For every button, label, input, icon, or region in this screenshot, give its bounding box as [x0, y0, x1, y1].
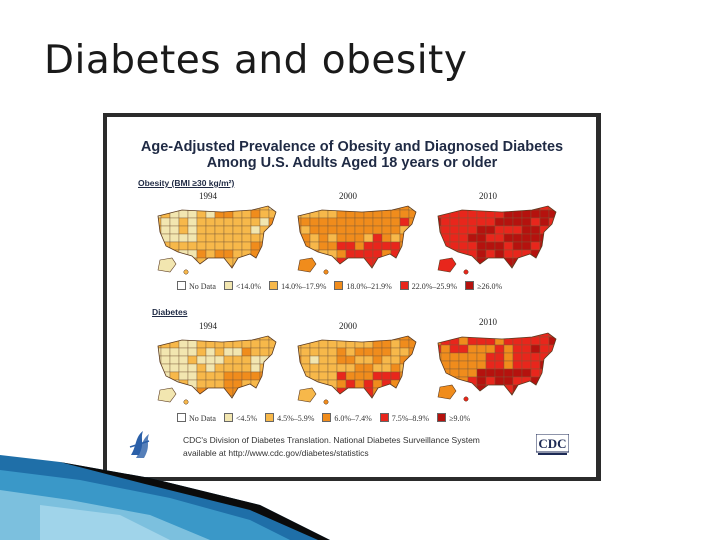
legend-item: No Data [177, 413, 216, 423]
legend-item: <14.0% [223, 281, 262, 291]
legend-swatch-nodata [177, 281, 186, 290]
hhs-logo-icon [129, 431, 150, 458]
map-hawaii-inset [463, 396, 469, 402]
legend-label: 7.5%–8.9% [391, 414, 430, 423]
diabetes-year-1994: 1994 [199, 321, 217, 331]
map-alaska-inset [297, 387, 317, 403]
map-outline [437, 205, 557, 269]
map-outline [297, 335, 417, 399]
map-alaska-inset [297, 257, 317, 273]
legend-label: 18.0%–21.9% [346, 282, 392, 291]
legend-swatch-c1 [223, 281, 233, 290]
legend-swatch-c4 [399, 281, 409, 290]
legend-swatch-c5 [437, 413, 447, 422]
legend-label: 14.0%–17.9% [281, 282, 327, 291]
legend-swatch-c1 [223, 413, 233, 422]
map-alaska-inset [437, 384, 457, 400]
diabetes-year-2010: 2010 [479, 317, 497, 327]
legend-item: No Data [177, 281, 216, 291]
obesity-year-2010: 2010 [479, 191, 497, 201]
legend-swatch-c2 [269, 281, 279, 290]
map-hawaii-inset [183, 269, 189, 275]
legend-item: 6.0%–7.4% [322, 413, 372, 423]
legend-label: No Data [189, 282, 216, 291]
legend-item: 22.0%–25.9% [399, 281, 458, 291]
map-diabetes-2000 [297, 335, 417, 405]
legend-item: 4.5%–5.9% [265, 413, 314, 423]
map-alaska-inset [437, 257, 457, 273]
legend-label: No Data [189, 414, 216, 423]
legend-label: <4.5% [235, 414, 258, 423]
obesity-section-label: Obesity (BMI ≥30 kg/m²) [138, 178, 235, 188]
legend-swatch-c2 [265, 413, 275, 422]
legend-swatch-c3 [322, 413, 332, 422]
legend-label: ≥26.0% [477, 282, 503, 291]
legend-item: <4.5% [223, 413, 258, 423]
figure-title-line2: Among U.S. Adults Aged 18 years or older [206, 155, 498, 171]
legend-label: <14.0% [235, 282, 262, 291]
obesity-legend: No Data <14.0% 14.0%–17.9% 18.0%–21.9% 2… [177, 281, 508, 291]
map-outline [437, 332, 557, 396]
map-hawaii-inset [323, 269, 329, 275]
legend-item: ≥26.0% [465, 281, 502, 291]
legend-swatch-c5 [465, 281, 475, 290]
legend-label: 22.0%–25.9% [411, 282, 458, 291]
credit-line1: CDC's Division of Diabetes Translation. … [183, 435, 480, 445]
legend-swatch-c3 [334, 281, 344, 290]
legend-item: 14.0%–17.9% [269, 281, 326, 291]
diabetes-legend: No Data <4.5% 4.5%–5.9% 6.0%–7.4% 7.5%–8… [177, 413, 476, 423]
legend-item: ≥9.0% [437, 413, 470, 423]
legend-label: ≥9.0% [449, 414, 471, 423]
map-alaska-inset [157, 387, 177, 403]
map-obesity-1994 [157, 205, 277, 275]
obesity-year-2000: 2000 [339, 191, 357, 201]
map-outline [157, 205, 277, 269]
map-hawaii-inset [463, 269, 469, 275]
obesity-year-1994: 1994 [199, 191, 217, 201]
legend-item: 7.5%–8.9% [379, 413, 430, 423]
diabetes-year-2000: 2000 [339, 321, 357, 331]
map-hawaii-inset [183, 399, 189, 405]
credit-line2: available at http://www.cdc.gov/diabetes… [183, 448, 369, 458]
legend-swatch-nodata [177, 413, 186, 422]
map-hawaii-inset [323, 399, 329, 405]
map-diabetes-1994 [157, 335, 277, 405]
legend-swatch-c4 [379, 413, 389, 422]
legend-label: 6.0%–7.4% [334, 414, 372, 423]
prevalence-figure: Age-Adjusted Prevalence of Obesity and D… [103, 113, 601, 481]
legend-label: 4.5%–5.9% [277, 414, 315, 423]
map-alaska-inset [157, 257, 177, 273]
legend-item: 18.0%–21.9% [334, 281, 392, 291]
cdc-logo-text: CDC [538, 436, 566, 451]
map-diabetes-2010 [437, 332, 557, 402]
figure-title-line1: Age-Adjusted Prevalence of Obesity and D… [140, 139, 564, 155]
map-outline [157, 335, 277, 399]
diabetes-section-label: Diabetes [152, 307, 188, 317]
map-obesity-2010 [437, 205, 557, 275]
map-outline [297, 205, 417, 269]
slide-title: Diabetes and obesity [44, 38, 468, 83]
map-obesity-2000 [297, 205, 417, 275]
cdc-logo-icon: CDC [536, 434, 569, 455]
